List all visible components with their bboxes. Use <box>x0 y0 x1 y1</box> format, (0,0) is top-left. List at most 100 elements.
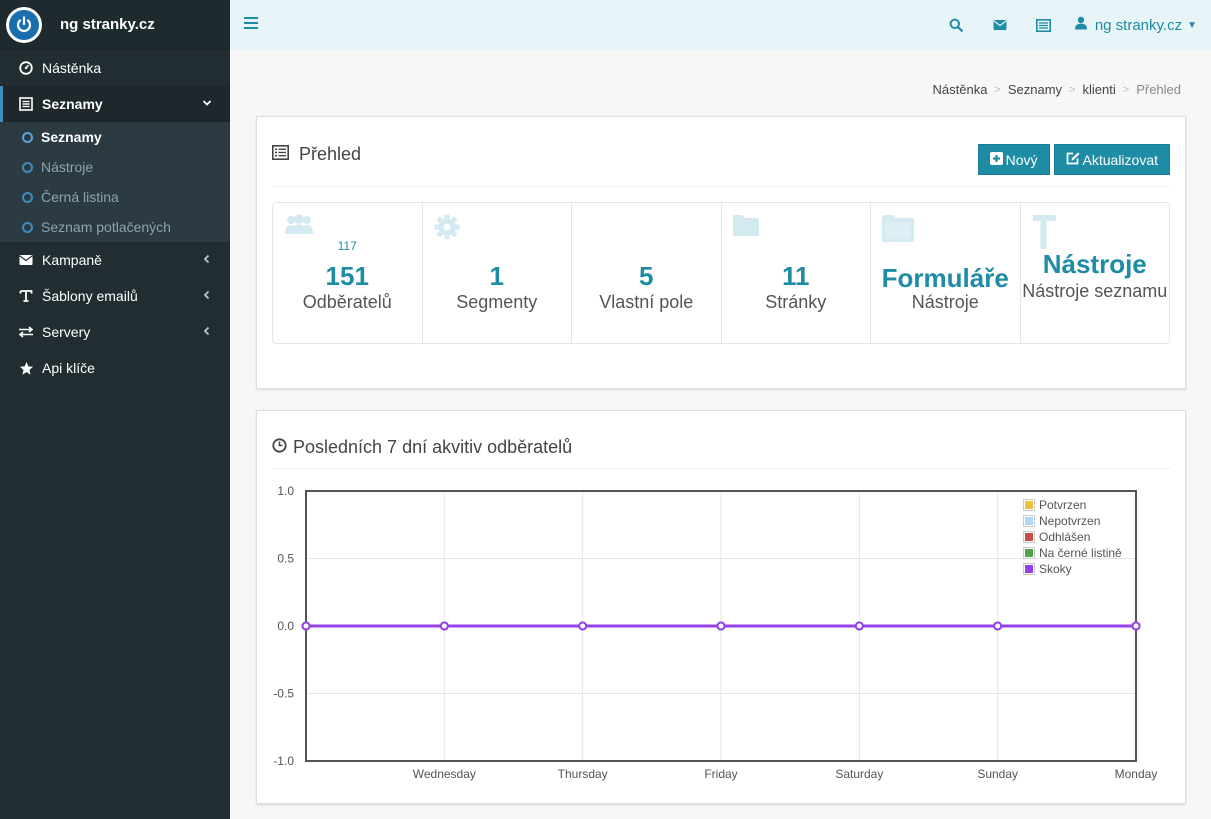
x-tick-label: Wednesday <box>413 767 476 781</box>
stat-label: Nástroje <box>911 292 979 312</box>
activity-box: Posledních 7 dní akvitiv odběratelů 1.0 0… <box>256 410 1186 804</box>
topbar: ng stranky.cz ▼ <box>230 0 1211 50</box>
stat-label: Segmenty <box>456 292 538 312</box>
users-icon <box>283 213 315 240</box>
submenu-item-label: Nástroje <box>41 159 94 175</box>
legend-label: Nepotvrzen <box>1039 514 1101 528</box>
plus-square-icon <box>989 151 1003 168</box>
breadcrumb-separator: > <box>1122 83 1130 96</box>
dashboard-gauge-icon <box>18 60 34 76</box>
list-alt-icon <box>272 144 289 165</box>
sidebar-item-label: Servery <box>42 324 91 340</box>
circle-icon <box>22 221 33 233</box>
search-icon[interactable] <box>934 0 978 50</box>
legend-swatch <box>1023 531 1035 543</box>
sidebar-item-lists[interactable]: Seznamy <box>0 86 230 122</box>
circle-icon <box>22 131 33 143</box>
legend-swatch <box>1023 563 1035 575</box>
user-menu[interactable]: ng stranky.cz ▼ <box>1074 16 1197 34</box>
y-tick-label: 0.0 <box>277 619 294 633</box>
y-tick-label: 1.0 <box>277 484 294 498</box>
sidebar-item-email-templates[interactable]: Šablony emailů <box>0 278 230 314</box>
breadcrumb: Nástěnka > Seznamy > klienti > Přehled <box>933 82 1182 97</box>
legend-swatch <box>1023 547 1035 559</box>
brand[interactable]: ng stranky.cz <box>0 0 230 50</box>
x-tick-label: Monday <box>1115 767 1158 781</box>
stat-subscribers[interactable]: 117 151 Odběratelů <box>273 203 423 343</box>
submenu-item-tools[interactable]: Nástroje <box>0 152 230 182</box>
chevron-left-icon <box>202 253 212 267</box>
overview-header: Přehled Nový Aktualizovat <box>272 117 1170 187</box>
stat-label: Odběratelů <box>302 292 392 312</box>
breadcrumb-separator: > <box>994 83 1001 96</box>
sidebar-item-label: Seznamy <box>42 96 103 112</box>
stat-value: 11 <box>782 261 810 291</box>
stat-list-tools[interactable]: Nástroje Nástroje seznamu <box>1021 203 1170 343</box>
breadcrumb-link[interactable]: klienti <box>1082 82 1116 97</box>
sidebar-item-campaigns[interactable]: Kampaně <box>0 242 230 278</box>
stat-value: Nástroje <box>1042 249 1147 279</box>
stat-custom-fields[interactable]: 5 Vlastní pole <box>572 203 722 343</box>
sidebar-item-label: Api klíče <box>42 360 95 376</box>
activity-title-text: Posledních 7 dní akvitiv odběratelů <box>293 437 573 457</box>
sidebar-item-servers[interactable]: Servery <box>0 314 230 350</box>
new-button[interactable]: Nový <box>977 144 1050 175</box>
data-point <box>439 621 449 631</box>
stat-value: 151 <box>325 261 369 291</box>
stat-value: 5 <box>639 261 654 291</box>
envelope-icon <box>18 252 34 268</box>
menu-toggle-icon[interactable] <box>244 17 258 29</box>
legend-entry: Skoky <box>1023 561 1122 577</box>
folder-open-icon <box>881 213 915 248</box>
data-point <box>854 621 864 631</box>
legend-entry: Odhlášen <box>1023 529 1122 545</box>
chart-legend: Potvrzen Nepotvrzen Odhlášen Na černé listi… <box>1023 497 1122 577</box>
user-icon <box>1074 16 1088 34</box>
stat-forms[interactable]: Formuláře Nástroje <box>871 203 1021 343</box>
breadcrumb-link[interactable]: Seznamy <box>1007 82 1063 97</box>
x-tick-label: Saturday <box>835 767 883 781</box>
exchange-icon <box>18 324 34 340</box>
stat-pages[interactable]: 11 Stránky <box>722 203 871 343</box>
legend-label: Potvrzen <box>1039 498 1087 512</box>
y-tick-label: -0.5 <box>273 687 294 701</box>
submenu-item-lists[interactable]: Seznamy <box>0 122 230 152</box>
activity-line-chart: 1.0 0.5 0.0 -0.5 -1.0 Wednesday Thursday Friday… <box>273 484 1158 781</box>
caret-down-icon: ▼ <box>1187 19 1197 31</box>
brand-title: ng stranky.cz <box>60 16 155 33</box>
circle-icon <box>22 191 33 203</box>
x-tick-label: Friday <box>704 767 737 781</box>
envelope-icon[interactable] <box>978 0 1022 50</box>
list-alt-icon[interactable] <box>1022 0 1066 50</box>
update-button[interactable]: Aktualizovat <box>1053 144 1170 175</box>
submenu-item-blacklist[interactable]: Černá listina <box>0 182 230 212</box>
star-icon <box>18 360 34 376</box>
folder-icon <box>732 213 760 242</box>
hammer-icon <box>1031 213 1057 256</box>
chevron-left-icon <box>202 325 212 339</box>
stat-value: Formuláře <box>881 263 1009 293</box>
legend-swatch <box>1023 499 1035 511</box>
sidebar-item-dashboard[interactable]: Nástěnka <box>0 50 230 86</box>
new-button-label: Nový <box>1005 151 1038 168</box>
legend-label: Na černé listině <box>1039 546 1122 560</box>
sidebar-item-api-keys[interactable]: Api klíče <box>0 350 230 386</box>
submenu-item-suppressed[interactable]: Seznam potlačených <box>0 212 230 242</box>
text-icon <box>18 288 34 304</box>
legend-label: Odhlášen <box>1039 530 1091 544</box>
sidebar: ng stranky.cz Nástěnka Seznamy Seznamy N… <box>0 0 230 819</box>
legend-swatch <box>1023 515 1035 527</box>
breadcrumb-current: Přehled <box>1136 82 1181 97</box>
circle-icon <box>22 161 33 173</box>
user-name: ng stranky.cz <box>1094 16 1183 34</box>
activity-header: Posledních 7 dní akvitiv odběratelů <box>272 411 1170 469</box>
stats-row: 117 151 Odběratelů 1 Segmenty 5 Vlastní … <box>272 202 1170 344</box>
update-button-label: Aktualizovat <box>1082 151 1158 168</box>
data-point <box>1131 621 1141 631</box>
list-icon <box>18 96 34 112</box>
gear-icon <box>433 213 461 246</box>
stat-segments[interactable]: 1 Segmenty <box>423 203 572 343</box>
data-point <box>993 621 1003 631</box>
breadcrumb-link[interactable]: Nástěnka <box>932 82 988 97</box>
sidebar-item-label: Šablony emailů <box>42 288 138 304</box>
